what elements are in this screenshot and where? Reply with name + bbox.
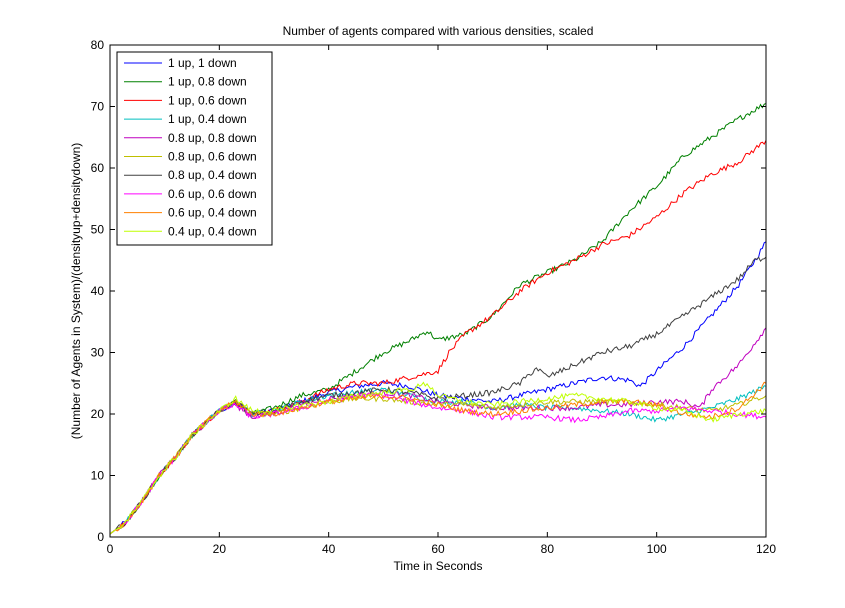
y-tick-label: 50 [91, 223, 105, 237]
legend-label: 1 up, 0.4 down [168, 112, 247, 126]
y-tick-label: 10 [91, 469, 105, 483]
y-axis-label: (Number of Agents in System)/(densityup+… [69, 143, 83, 439]
y-tick-label: 40 [91, 284, 105, 298]
legend-label: 0.8 up, 0.6 down [168, 150, 257, 164]
legend: 1 up, 1 down 1 up, 0.8 down 1 up, 0.6 down… [116, 51, 273, 246]
y-tick-label: 30 [91, 346, 105, 360]
x-tick-label: 80 [541, 542, 555, 556]
legend-label: 0.6 up, 0.4 down [168, 206, 257, 220]
y-tick-label: 20 [91, 407, 105, 421]
legend-label: 0.4 up, 0.4 down [168, 224, 257, 238]
x-tick-label: 40 [322, 542, 336, 556]
chart-title: Number of agents compared with various d… [283, 24, 594, 38]
x-tick-label: 100 [647, 542, 667, 556]
y-tick-label: 70 [91, 100, 105, 114]
legend-label: 1 up, 0.8 down [168, 75, 247, 89]
series-line-10 [109, 381, 767, 535]
y-tick-label: 0 [97, 530, 104, 544]
x-tick-label: 60 [431, 542, 445, 556]
y-axis-ticks: 0 10 20 30 40 50 60 70 80 [91, 38, 766, 544]
y-tick-label: 80 [91, 38, 105, 52]
x-axis-label: Time in Seconds [394, 559, 483, 573]
legend-label: 0.8 up, 0.4 down [168, 168, 257, 182]
series-line-4 [109, 385, 767, 535]
legend-label: 1 up, 0.6 down [168, 93, 247, 107]
x-tick-label: 20 [213, 542, 227, 556]
legend-label: 0.6 up, 0.6 down [168, 187, 257, 201]
x-tick-label: 0 [107, 542, 114, 556]
legend-label: 1 up, 1 down [168, 56, 237, 70]
series-layer [109, 102, 767, 535]
legend-label: 0.8 up, 0.8 down [168, 131, 257, 145]
y-tick-label: 60 [91, 161, 105, 175]
series-line-8 [109, 392, 767, 535]
x-axis-ticks: 0 20 40 60 80 100 120 [107, 45, 776, 556]
x-tick-label: 120 [756, 542, 776, 556]
